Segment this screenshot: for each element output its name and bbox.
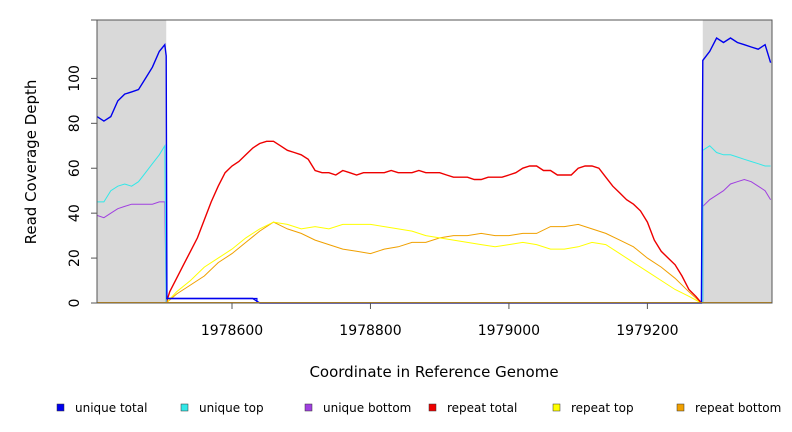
x-axis: 1978600 1978800 1979000 1979200 [201, 303, 679, 339]
series-line-unique-bottom [96, 178, 772, 304]
legend-label-repeat-total: repeat total [447, 401, 517, 415]
series-line-unique-total [96, 36, 772, 304]
series-line-unique-top [97, 144, 771, 304]
legend-swatch-repeat-top [552, 403, 561, 412]
plot-frame [96, 19, 773, 304]
legend-label-unique-top: unique top [199, 401, 264, 415]
series-line-repeat-top [165, 221, 702, 304]
legend-swatch-unique-total [56, 403, 65, 412]
y-tick-label-40: 40 [67, 204, 83, 222]
x-tick-label-1978600: 1978600 [201, 323, 263, 339]
segment-0 [166, 297, 258, 303]
legend: unique total unique top unique bottom repea… [56, 401, 781, 415]
x-tick-label-1979000: 1979000 [478, 323, 540, 339]
y-axis-label: Read Coverage Depth [22, 80, 40, 245]
y-axis: 0 20 40 60 80 100 [67, 19, 97, 308]
y-tick-label-60: 60 [67, 159, 83, 177]
legend-label-unique-total: unique total [75, 401, 147, 415]
y-tick-label-20: 20 [67, 249, 83, 267]
legend-label-repeat-top: repeat top [571, 401, 634, 415]
x-tick-label-1979200: 1979200 [616, 323, 678, 339]
series-line-repeat-bottom [165, 221, 702, 304]
plot-lines [96, 36, 772, 304]
legend-swatch-repeat-total [428, 403, 437, 412]
shaded-region-0 [97, 20, 167, 303]
y-tick-label-100: 100 [67, 65, 83, 92]
y-tick-label-80: 80 [67, 114, 83, 132]
x-tick-label-1978800: 1978800 [339, 323, 401, 339]
legend-label-repeat-bottom: repeat bottom [695, 401, 781, 415]
y-tick-label-0: 0 [67, 299, 83, 308]
legend-swatch-repeat-bottom [676, 403, 685, 412]
series-line-repeat-total [165, 140, 702, 304]
legend-swatch-unique-top [180, 403, 189, 412]
legend-swatch-unique-bottom [304, 403, 313, 412]
shaded-region-1 [702, 20, 772, 303]
legend-label-unique-bottom: unique bottom [323, 401, 411, 415]
x-axis-label: Coordinate in Reference Genome [309, 363, 558, 381]
